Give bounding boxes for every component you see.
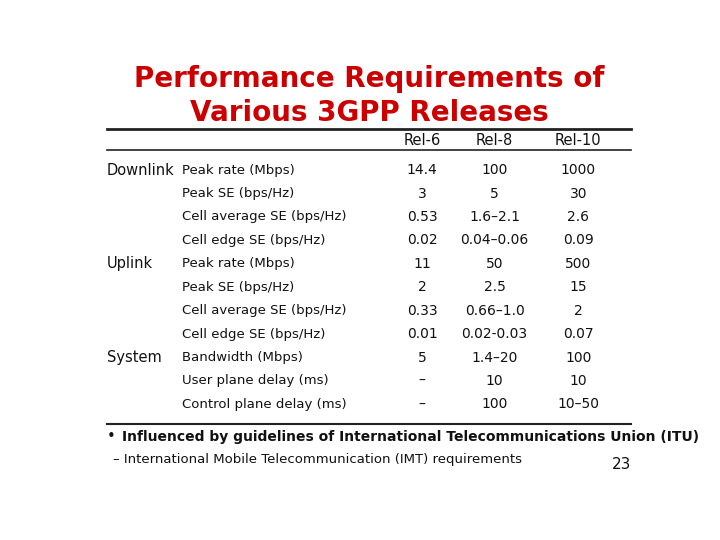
Text: 0.53: 0.53 [407, 210, 437, 224]
Text: 11: 11 [413, 257, 431, 271]
Text: 2: 2 [418, 280, 426, 294]
Text: 100: 100 [565, 350, 591, 365]
Text: User plane delay (ms): User plane delay (ms) [182, 375, 329, 388]
Text: 100: 100 [482, 163, 508, 177]
Text: Rel-6: Rel-6 [403, 133, 441, 148]
Text: System: System [107, 350, 161, 365]
Text: 3: 3 [418, 186, 426, 200]
Text: 0.02-0.03: 0.02-0.03 [462, 327, 528, 341]
Text: 5: 5 [490, 186, 499, 200]
Text: Performance Requirements of
Various 3GPP Releases: Performance Requirements of Various 3GPP… [134, 65, 604, 127]
Text: Control plane delay (ms): Control plane delay (ms) [182, 398, 347, 411]
Text: 2.5: 2.5 [484, 280, 505, 294]
Text: Peak rate (Mbps): Peak rate (Mbps) [182, 258, 294, 271]
Text: Rel-10: Rel-10 [555, 133, 602, 148]
Text: 0.09: 0.09 [563, 233, 593, 247]
Text: – International Mobile Telecommunication (IMT) requirements: – International Mobile Telecommunication… [114, 453, 523, 467]
Text: 10: 10 [570, 374, 587, 388]
Text: 0.01: 0.01 [407, 327, 437, 341]
Text: 1.6–2.1: 1.6–2.1 [469, 210, 520, 224]
Text: Influenced by guidelines of International Telecommunications Union (ITU): Influenced by guidelines of Internationa… [122, 430, 699, 444]
Text: Cell edge SE (bps/Hz): Cell edge SE (bps/Hz) [182, 234, 325, 247]
Text: Bandwidth (Mbps): Bandwidth (Mbps) [182, 351, 303, 364]
Text: 5: 5 [418, 350, 426, 365]
Text: 500: 500 [565, 257, 591, 271]
Text: 0.04–0.06: 0.04–0.06 [460, 233, 528, 247]
Text: 10–50: 10–50 [557, 397, 599, 411]
Text: 14.4: 14.4 [407, 163, 437, 177]
Text: –: – [418, 374, 426, 388]
Text: 1000: 1000 [561, 163, 596, 177]
Text: Cell average SE (bps/Hz): Cell average SE (bps/Hz) [182, 304, 346, 317]
Text: 23: 23 [612, 457, 631, 472]
Text: 0.33: 0.33 [407, 303, 437, 318]
Text: 2: 2 [574, 303, 582, 318]
Text: 1.4–20: 1.4–20 [472, 350, 518, 365]
Text: 50: 50 [486, 257, 503, 271]
Text: Peak SE (bps/Hz): Peak SE (bps/Hz) [182, 281, 294, 294]
Text: 0.07: 0.07 [563, 327, 593, 341]
Text: Uplink: Uplink [107, 256, 153, 271]
Text: Cell edge SE (bps/Hz): Cell edge SE (bps/Hz) [182, 328, 325, 341]
Text: 2.6: 2.6 [567, 210, 589, 224]
Text: Peak SE (bps/Hz): Peak SE (bps/Hz) [182, 187, 294, 200]
Text: 30: 30 [570, 186, 587, 200]
Text: Rel-8: Rel-8 [476, 133, 513, 148]
Text: 100: 100 [482, 397, 508, 411]
Text: 0.66–1.0: 0.66–1.0 [464, 303, 524, 318]
Text: •: • [107, 429, 115, 444]
Text: Cell average SE (bps/Hz): Cell average SE (bps/Hz) [182, 211, 346, 224]
Text: 15: 15 [570, 280, 587, 294]
Text: Downlink: Downlink [107, 163, 174, 178]
Text: –: – [418, 397, 426, 411]
Text: 0.02: 0.02 [407, 233, 437, 247]
Text: 10: 10 [486, 374, 503, 388]
Text: Peak rate (Mbps): Peak rate (Mbps) [182, 164, 294, 177]
